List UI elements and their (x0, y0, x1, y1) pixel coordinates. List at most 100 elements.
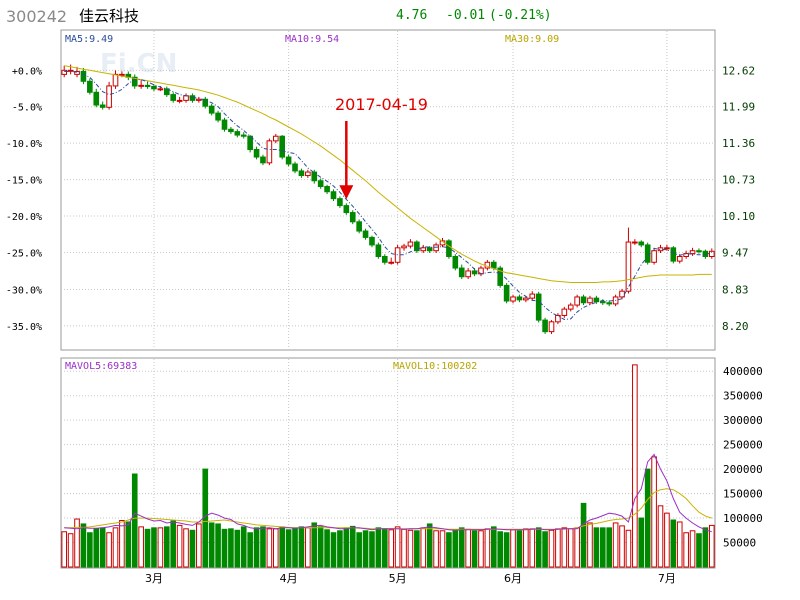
volume-tick-label: 400000 (723, 365, 763, 378)
candle-body (683, 253, 689, 257)
volume-bar (381, 528, 388, 568)
mavol5-line (64, 453, 712, 533)
candle-body (446, 240, 452, 257)
candle-body (272, 135, 279, 142)
volume-bar (279, 526, 286, 568)
legend-mavol10: MAVOL10:100202 (393, 361, 477, 372)
month-label: 6月 (504, 572, 522, 585)
volume-bar (253, 527, 260, 568)
volume-bar (228, 528, 234, 568)
right-tick-label: 8.20 (722, 320, 749, 333)
volume-bar (561, 527, 568, 568)
volume-bar (401, 528, 407, 568)
grid (61, 31, 715, 567)
volume-bar (74, 518, 80, 568)
candle-body (497, 267, 504, 286)
candle-body (580, 296, 587, 304)
volume-bar (369, 531, 375, 568)
volume-bar (349, 525, 356, 568)
candle-body (253, 149, 260, 158)
candle-body (298, 170, 305, 177)
left-tick-label: -15.0% (6, 176, 42, 187)
volume-bar (657, 505, 664, 568)
volume-bar (529, 528, 536, 568)
volume-bar (606, 527, 613, 568)
volume-bar (484, 528, 491, 568)
volume-bar (61, 531, 68, 568)
volume-bar (138, 526, 144, 568)
right-tick-label: 9.47 (722, 246, 749, 259)
volume-bar (580, 502, 587, 568)
candle-body (369, 236, 375, 246)
volume-bar (125, 521, 132, 568)
candle-body (587, 297, 593, 304)
volume-bar (490, 526, 497, 568)
candle-body (458, 267, 465, 278)
axes: 12.62 +0.0% 11.99 -5.0% 11.36 -10.0% 10.73 -15.… (6, 64, 763, 585)
volume-bar (689, 530, 696, 568)
volume-bar (625, 529, 632, 568)
volume-bar (356, 532, 362, 568)
candle-body (279, 135, 286, 158)
candle-body (183, 95, 189, 101)
candle-body (138, 84, 144, 87)
candle-body (567, 304, 574, 310)
candle-body (555, 314, 561, 323)
stock-price: 4.76 (396, 8, 427, 23)
volume-bar (452, 529, 459, 568)
volume-bar (651, 456, 657, 568)
candle-body (420, 247, 427, 252)
candle-body (407, 241, 414, 247)
volume-bar (247, 532, 253, 568)
legend-mavol5: MAVOL5:69383 (65, 361, 137, 372)
volume-bar (548, 529, 555, 568)
volume-bar (292, 527, 298, 568)
candle-body (708, 250, 715, 257)
legend-ma30: MA30:9.09 (505, 34, 559, 45)
volume-bar (93, 528, 100, 568)
right-tick-label: 10.73 (722, 174, 755, 187)
candle-body (61, 69, 68, 75)
volume-bar (337, 530, 343, 568)
right-tick-label: 11.99 (722, 101, 755, 114)
candle-body (414, 241, 420, 252)
candle-body (401, 245, 407, 249)
candle-body (638, 241, 645, 246)
volume-bar (208, 522, 215, 568)
volume-bar (587, 522, 593, 568)
ma30-line (64, 65, 712, 283)
legend-ma5: MA5:9.49 (65, 34, 113, 45)
candle-body (523, 297, 529, 301)
candle-body (356, 221, 362, 232)
candle-body (93, 91, 100, 106)
volume-bar (458, 527, 465, 568)
candle-body (99, 104, 106, 108)
candle-body (471, 270, 478, 275)
candle-body (131, 76, 138, 87)
volume-bar (388, 529, 395, 568)
volume-bar (632, 364, 638, 568)
volume-bar (394, 526, 401, 568)
volume-bar (163, 526, 170, 568)
volume-bar (99, 527, 106, 568)
candle-body (426, 247, 433, 252)
volume-bar (414, 530, 420, 568)
volume-tick-label: 50000 (723, 537, 756, 550)
candle-body (696, 250, 702, 253)
volume-bar (471, 530, 478, 568)
stock-code: 300242 (6, 7, 67, 26)
left-tick-label: -25.0% (6, 248, 42, 259)
stock-change-pct: (-0.21%) (489, 8, 552, 23)
volume-bar (683, 532, 689, 568)
price-plot (61, 64, 715, 334)
candle-body (106, 85, 112, 108)
volume-bar (433, 530, 439, 568)
candle-body (221, 119, 228, 130)
volume-bar (131, 473, 138, 568)
candle-body (542, 319, 548, 333)
volume-bar (439, 530, 446, 568)
candle-body (285, 156, 292, 165)
candle-body (388, 261, 395, 264)
volume-bar (375, 527, 382, 568)
